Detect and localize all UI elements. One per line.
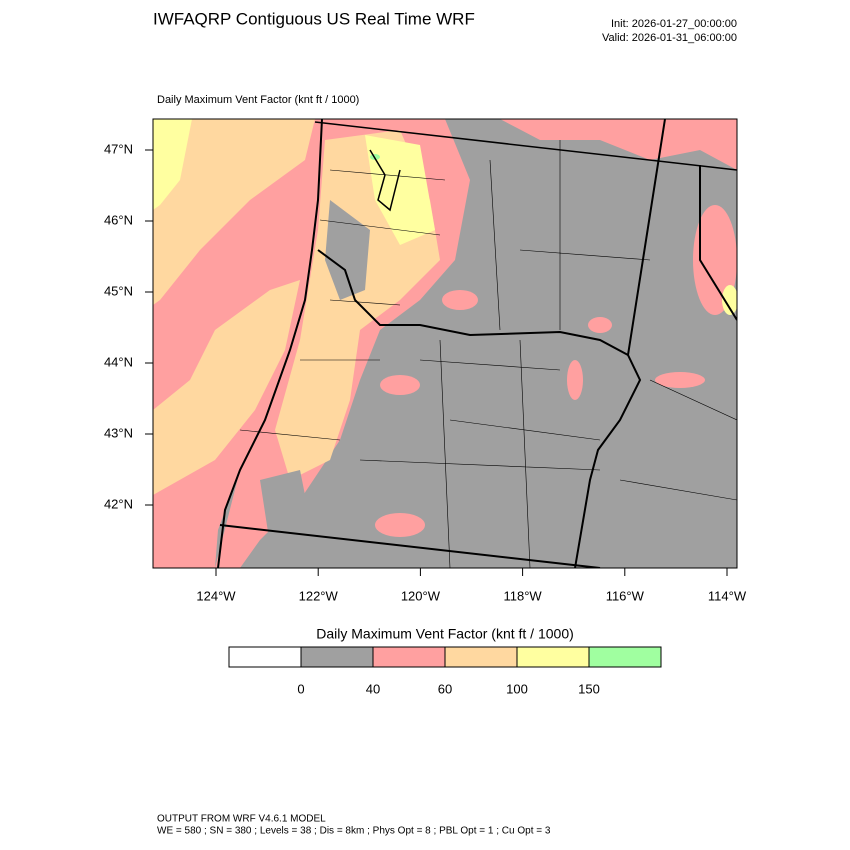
footer-line: OUTPUT FROM WRF V4.6.1 MODEL <box>157 814 326 825</box>
lon-label: 116°W <box>606 588 645 603</box>
init-time: Init: 2026-01-27_00:00:00 <box>611 18 737 30</box>
map-ticks: 47°N 46°N 45°N 44°N 43°N 42°N 124°W 122°W 120°W 1… <box>104 141 747 603</box>
footer-line: WE = 580 ; SN = 380 ; Levels = 38 ; Dis … <box>157 826 551 837</box>
lat-label: 44°N <box>104 354 133 369</box>
lat-label: 47°N <box>104 141 133 156</box>
colorbar-box <box>372 646 446 668</box>
lon-label: 124°W <box>196 588 236 603</box>
lat-label: 46°N <box>104 212 133 227</box>
colorbar-box <box>228 646 302 668</box>
map <box>153 119 737 568</box>
colorbar-box <box>588 646 662 668</box>
lat-label: 45°N <box>104 283 133 298</box>
lat-label: 43°N <box>104 425 133 440</box>
boundaries <box>217 119 737 568</box>
lon-label: 118°W <box>503 588 542 603</box>
lon-label: 120°W <box>401 588 441 603</box>
colorbar-label: 150 <box>578 681 600 696</box>
title: IWFAQRP Contiguous US Real Time WRF <box>153 9 475 28</box>
colorbar-box <box>300 646 374 668</box>
colorbar-box <box>516 646 590 668</box>
map-label: Daily Maximum Vent Factor (knt ft / 1000… <box>157 94 359 106</box>
colorbar-label: 40 <box>366 681 380 696</box>
map-frame <box>152 118 738 569</box>
colorbar-title: Daily Maximum Vent Factor (knt ft / 1000… <box>316 626 574 642</box>
colorbar-label: 60 <box>438 681 452 696</box>
lon-label: 114°W <box>708 588 747 603</box>
valid-time: Valid: 2026-01-31_06:00:00 <box>602 32 737 44</box>
lat-label: 42°N <box>104 496 133 511</box>
colorbar-box <box>444 646 518 668</box>
colorbar-label: 0 <box>297 681 304 696</box>
colorbar: 0 40 60 100 150 <box>228 646 662 696</box>
lon-label: 122°W <box>299 588 339 603</box>
colorbar-label: 100 <box>506 681 528 696</box>
